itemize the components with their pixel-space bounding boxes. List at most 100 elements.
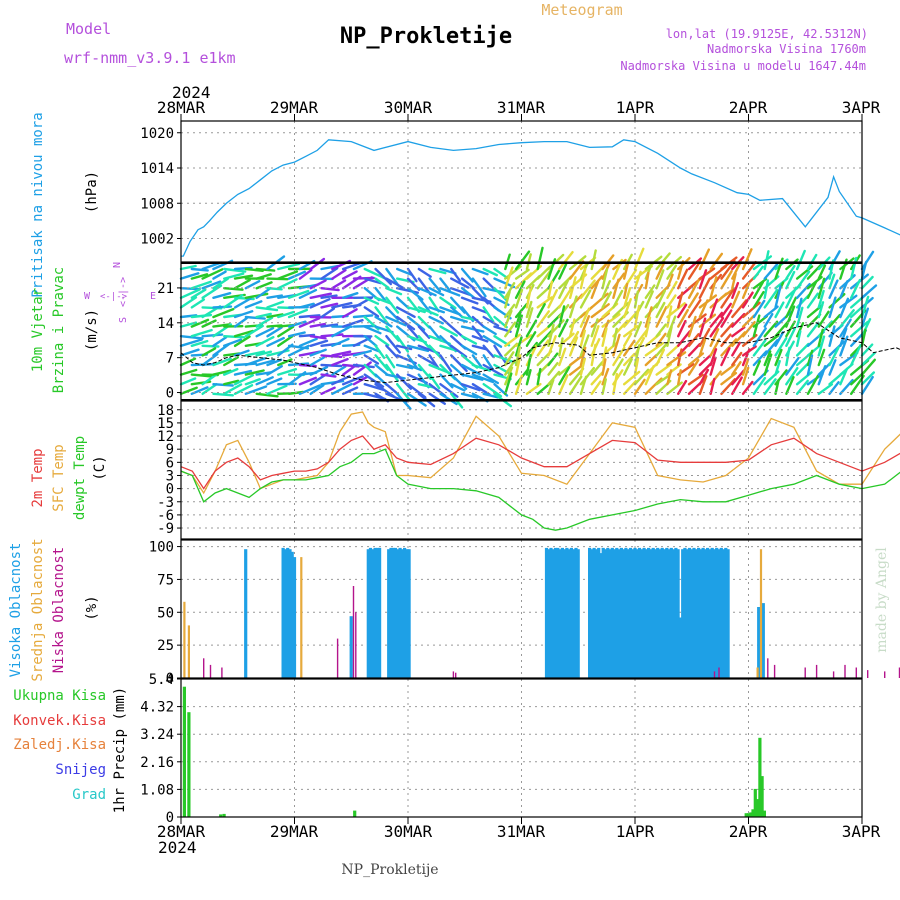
wind-arrow xyxy=(277,262,300,271)
temp2m-ylabel: 2m Temp xyxy=(30,448,46,507)
wind-arrow xyxy=(795,342,810,357)
bottom-date-6: 3APR xyxy=(842,822,881,841)
pressure-ylabel: Pritisak na nivou mora xyxy=(30,112,46,297)
wind-arrow xyxy=(525,369,532,386)
wind-arrow xyxy=(363,296,380,305)
wind-arrow xyxy=(785,270,796,290)
wind-arrow xyxy=(504,372,513,395)
wind-arrow xyxy=(558,263,568,280)
cloud-high-bar xyxy=(681,549,685,678)
cloud-high-bar xyxy=(615,547,619,678)
y-tick-label: 0 xyxy=(166,386,174,402)
wind-arrow xyxy=(666,294,677,309)
cloud-high-bar xyxy=(610,547,614,678)
cloud-high-bar xyxy=(558,549,562,678)
wind-arrow xyxy=(482,344,495,358)
precip-conv-label: Konvek.Kisa xyxy=(13,713,106,729)
wind-arrow xyxy=(633,344,641,367)
pressure-line xyxy=(181,139,900,257)
wind-arrow xyxy=(568,364,583,376)
wind-arrow xyxy=(201,333,224,338)
wind-arrow xyxy=(439,392,458,406)
wind-arrow xyxy=(514,346,521,367)
wind-arrow xyxy=(601,313,621,328)
wind-arrow xyxy=(298,302,315,309)
precip-grid xyxy=(177,678,862,818)
wind-arrow xyxy=(622,332,633,347)
wind-arrow xyxy=(428,392,446,405)
cloud-bars xyxy=(183,547,900,678)
wind-arrow xyxy=(417,267,432,278)
wind-arrow xyxy=(763,350,772,367)
y-tick-label: 15 xyxy=(157,416,174,432)
wind-arrow xyxy=(731,299,748,319)
y-tick-label: 12 xyxy=(157,429,174,445)
wind-arrow xyxy=(460,267,474,283)
precip-bars xyxy=(182,686,766,817)
wind-arrow xyxy=(817,264,827,280)
chart-title: NP_Prokletije xyxy=(340,24,512,49)
wind-arrow xyxy=(752,281,764,299)
wind-arrow xyxy=(720,378,736,395)
wind-arrow xyxy=(666,351,687,367)
wind-arrow xyxy=(666,280,678,299)
cloud-high-bar xyxy=(547,549,551,678)
wind-arrow xyxy=(190,339,209,347)
y-tick-label: 2.16 xyxy=(140,755,174,771)
wind-arrow xyxy=(536,296,553,309)
wind-arrow xyxy=(331,357,349,367)
wind-arrow xyxy=(363,325,382,335)
wind-arrow xyxy=(395,296,410,310)
wind-arrow xyxy=(666,264,678,280)
wind-arrow xyxy=(860,371,875,386)
y-tick-label: 18 xyxy=(157,403,174,419)
wind-arrow xyxy=(504,282,516,299)
wind-tick-labels: 0 7 14 21 xyxy=(157,281,174,402)
wind-arrow xyxy=(352,375,369,386)
wind-arrow xyxy=(849,278,861,299)
wind-arrow xyxy=(212,307,235,319)
year-bottom: 2024 xyxy=(158,838,197,857)
wind-arrow xyxy=(179,296,198,309)
wind-arrow xyxy=(525,341,538,357)
cloud-high-bar xyxy=(628,547,633,678)
wind-arrow xyxy=(298,337,318,347)
cloud-high-bar xyxy=(576,549,580,678)
wind-arrow xyxy=(428,277,442,293)
cloud-high-bar xyxy=(669,547,673,678)
wind-arrow xyxy=(839,379,854,395)
wind-grid xyxy=(177,263,862,400)
wind-arrow xyxy=(331,365,347,376)
wind-arrow xyxy=(266,326,283,338)
wind-arrow xyxy=(201,373,218,386)
wind-arrow xyxy=(309,292,332,299)
wind-arrow xyxy=(731,351,743,367)
wind-arrow xyxy=(612,327,618,347)
wind-arrow xyxy=(536,310,550,328)
cloud-high-bar xyxy=(640,549,644,678)
bottom-date-1: 29MAR xyxy=(270,822,319,841)
cloud-high-bar xyxy=(288,549,292,678)
cloud-high-bar xyxy=(549,547,553,678)
cloud-high-bar xyxy=(597,547,601,678)
wind-arrow xyxy=(244,350,266,357)
wind-arrow xyxy=(547,335,557,357)
cloud-high-bar xyxy=(624,547,628,678)
wind-arrow xyxy=(385,296,400,314)
wind-arrow xyxy=(828,325,836,347)
wind-arrow xyxy=(233,274,254,280)
wind-arrow xyxy=(482,306,495,323)
wind-arrow xyxy=(374,315,393,328)
compass-w: W xyxy=(84,291,91,302)
cloud-high-bar xyxy=(644,549,648,678)
cloud-high-bar xyxy=(724,547,728,678)
wind-arrow xyxy=(298,288,318,299)
cloud-high-bar xyxy=(635,549,639,678)
wind-arrow xyxy=(406,306,426,314)
cloud-high-bar xyxy=(368,547,373,678)
wind-arrow xyxy=(536,303,546,319)
wind-ylabel-2: Brzina i Pravac xyxy=(51,267,67,393)
wind-arrow xyxy=(817,383,834,395)
